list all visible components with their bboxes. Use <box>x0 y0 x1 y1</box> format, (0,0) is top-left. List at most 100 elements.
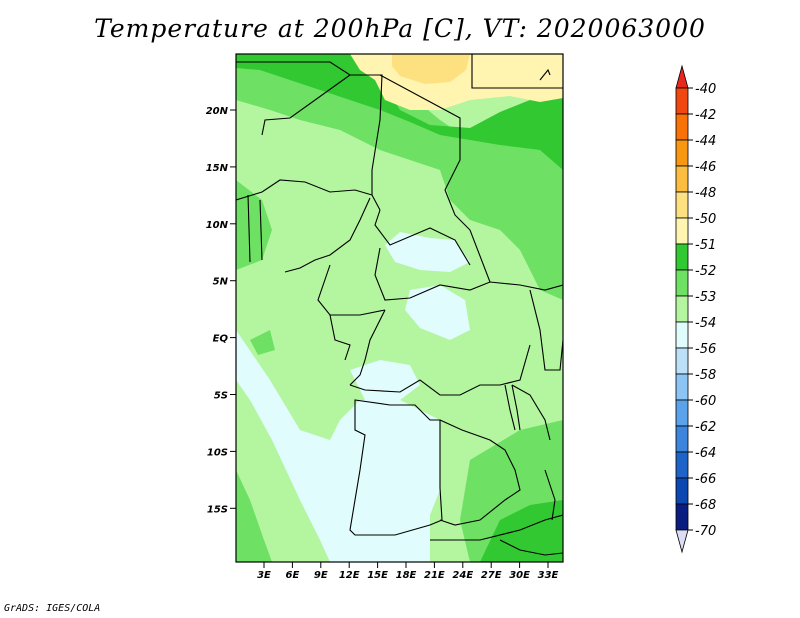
border-algeria-niger <box>261 74 351 136</box>
legend-label: -58 <box>695 368 716 383</box>
legend-swatch <box>675 269 689 297</box>
lat-label: 5S <box>214 391 228 402</box>
lon-label: 6E <box>286 570 300 581</box>
field-band-52-southwest <box>236 470 272 562</box>
lon-label: 21E <box>424 570 445 581</box>
field-band-52-west <box>236 180 272 270</box>
legend-label: -68 <box>695 498 716 513</box>
legend-label: -70 <box>695 524 716 539</box>
legend-label: -46 <box>695 160 716 175</box>
legend-swatch <box>675 217 689 245</box>
lat-label: 10N <box>206 220 229 231</box>
legend-label: -53 <box>695 290 716 305</box>
border-uganda-kenya <box>529 289 563 371</box>
legend-swatch <box>675 451 689 479</box>
legend-label: -42 <box>695 108 716 123</box>
border-angola <box>349 399 443 536</box>
lake-tanganyika-west <box>504 384 516 431</box>
legend-label: -64 <box>695 446 716 461</box>
lon-label: 3E <box>257 570 271 581</box>
field-patch-54-center <box>405 285 470 340</box>
legend-swatch <box>675 321 689 349</box>
legend-label: -52 <box>695 264 716 279</box>
legend-label: -44 <box>695 134 716 149</box>
legend-swatch <box>675 191 689 219</box>
legend-label: -40 <box>695 82 716 97</box>
lon-label: 33E <box>538 570 559 581</box>
border-drc-interior <box>349 344 531 396</box>
lat-label: EQ <box>213 334 229 345</box>
border-chad-sudan <box>379 74 491 283</box>
field-patch-48 <box>392 54 470 84</box>
legend-swatch <box>675 503 689 531</box>
legend-label: -60 <box>695 394 716 409</box>
border-namibia-botswana <box>430 514 563 541</box>
border-car-chad <box>374 209 471 266</box>
field-band-53-southwest <box>236 380 330 562</box>
legend-swatch <box>675 425 689 453</box>
field-band-52-north <box>236 54 563 300</box>
legend-swatch <box>675 295 689 323</box>
border-car-drc <box>374 247 563 301</box>
lat-label: 10S <box>207 447 228 458</box>
temperature-field <box>236 54 563 562</box>
legend-label: -66 <box>695 472 716 487</box>
field-band-51-north <box>236 54 563 170</box>
border-gabon-congo <box>329 314 351 361</box>
lat-label: 5N <box>213 277 229 288</box>
legend-swatch <box>675 113 689 141</box>
legend-label: -50 <box>695 212 716 227</box>
border-togo <box>247 194 251 263</box>
field-patch-54-north <box>385 232 470 272</box>
lon-label: 18E <box>396 570 417 581</box>
lat-label: 15N <box>206 163 229 174</box>
lat-ticks <box>230 109 236 509</box>
legend-bottom-arrow <box>675 529 689 554</box>
legend-label: -51 <box>695 238 716 253</box>
legend-swatch <box>675 373 689 401</box>
lat-labels: 20N 15N 10N 5N EQ 5S 10S 15S <box>206 106 229 515</box>
legend-swatch <box>675 87 689 115</box>
map-frame <box>235 53 564 563</box>
coast-nile-delta <box>539 68 551 81</box>
lon-label: 30E <box>509 570 530 581</box>
lat-label: 15S <box>207 504 228 515</box>
legend-swatch <box>675 347 689 375</box>
border-tanzania <box>511 384 551 441</box>
border-zimbabwe <box>499 539 563 556</box>
border-zambia <box>439 419 521 526</box>
field-band-51-south <box>480 500 563 562</box>
map-border <box>235 53 564 563</box>
lon-label: 12E <box>339 570 360 581</box>
border-nigeria-cameroon <box>284 197 371 273</box>
lon-label: 24E <box>452 570 473 581</box>
border-egypt-sudan <box>471 54 563 89</box>
lake-tanganyika-east <box>511 384 521 431</box>
legend-swatch <box>675 399 689 427</box>
lon-labels: 3E 6E 9E 12E 15E 18E 21E 24E 27E 30E 33E <box>257 570 558 581</box>
legend-swatch <box>675 243 689 271</box>
map-title: Temperature at 200hPa [C], VT: 202006300… <box>94 14 706 43</box>
legend-label: -62 <box>695 420 716 435</box>
grads-credit: GrADS: IGES/COLA <box>4 603 101 614</box>
legend-swatch <box>675 477 689 505</box>
color-legend: -40 -42 -44 -46 -48 -50 -51 -52 -53 -54 -56 -58 -60 -… <box>675 64 716 554</box>
legend-label: -56 <box>695 342 716 357</box>
lon-label: 9E <box>314 570 328 581</box>
border-benin <box>259 199 263 261</box>
legend-label: -54 <box>695 316 716 331</box>
field-patch-52-ocean <box>250 330 275 355</box>
lon-label: 27E <box>481 570 502 581</box>
lat-label: 20N <box>206 106 229 117</box>
border-congo-drc <box>349 309 386 386</box>
legend-label: -48 <box>695 186 716 201</box>
legend-swatch <box>675 139 689 167</box>
legend-top-arrow <box>675 64 689 89</box>
lon-label: 15E <box>367 570 388 581</box>
border-nigeria-niger <box>236 179 373 201</box>
border-niger-chad <box>236 61 383 211</box>
country-borders <box>236 54 563 556</box>
border-malawi <box>544 469 556 521</box>
